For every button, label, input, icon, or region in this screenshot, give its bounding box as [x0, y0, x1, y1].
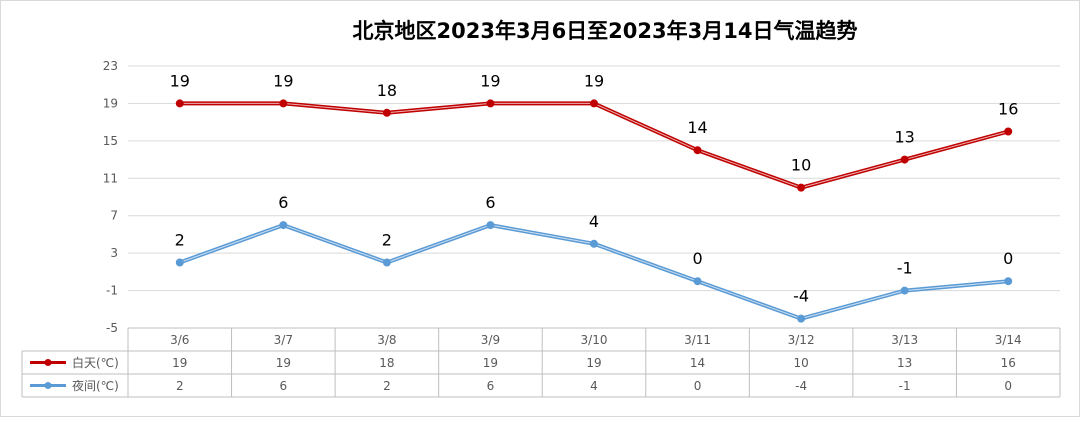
- x-tick-label: 3/13: [891, 333, 918, 347]
- data-label: 19: [273, 71, 293, 90]
- table-cell: 4: [590, 379, 598, 393]
- data-point: [175, 99, 184, 108]
- data-label: 2: [175, 231, 185, 250]
- table-cell: 0: [694, 379, 702, 393]
- legend-marker: [44, 359, 52, 366]
- x-tick-label: 3/8: [377, 333, 396, 347]
- table-cell: 10: [793, 356, 808, 370]
- data-label: 19: [170, 71, 190, 90]
- data-label: 6: [485, 193, 495, 212]
- data-label: 6: [278, 193, 288, 212]
- table-cell: 2: [176, 379, 184, 393]
- x-tick-label: 3/14: [995, 333, 1022, 347]
- table-cell: 14: [690, 356, 705, 370]
- table-cell: -1: [899, 379, 911, 393]
- legend-label: 白天(℃): [72, 355, 119, 370]
- data-point: [797, 183, 806, 192]
- y-tick-label: -5: [106, 321, 118, 335]
- y-tick-label: 15: [103, 134, 118, 148]
- table-cell: 6: [487, 379, 495, 393]
- data-point: [486, 99, 495, 108]
- data-point: [590, 99, 598, 108]
- data-labels: 19 19 18 19 19 14 10 13 16 2 6 2 6 4 0 -4 -1 0: [170, 71, 1019, 305]
- x-tick-label: 3/9: [481, 333, 500, 347]
- table-cell: 19: [172, 356, 187, 370]
- x-tick-label: 3/6: [170, 333, 189, 347]
- table-cell: 6: [280, 379, 288, 393]
- data-point: [1004, 127, 1013, 136]
- data-label: 2: [382, 231, 392, 250]
- data-label: 13: [894, 128, 914, 147]
- y-tick-label: 23: [103, 59, 118, 73]
- data-label: 4: [589, 212, 599, 231]
- y-tick-label: -1: [106, 284, 118, 298]
- series-lines: [175, 99, 1013, 323]
- table-cell: 19: [483, 356, 498, 370]
- chart-title: 北京地区2023年3月6日至2023年3月14日气温趋势: [353, 19, 858, 43]
- y-tick-label: 7: [110, 209, 118, 223]
- y-tick-label: 11: [103, 171, 118, 185]
- data-point: [590, 239, 598, 248]
- data-point: [279, 99, 288, 108]
- table-cell: -4: [795, 379, 807, 393]
- data-label: -1: [897, 259, 913, 278]
- data-point: [900, 155, 909, 164]
- data-label: 14: [687, 118, 707, 137]
- table-cell: 19: [276, 356, 291, 370]
- table-cell: 13: [897, 356, 912, 370]
- data-label: 19: [584, 71, 604, 90]
- data-label: 10: [791, 156, 811, 175]
- y-tick-label: 19: [103, 96, 118, 110]
- data-label: -4: [793, 287, 809, 306]
- data-label: 16: [998, 100, 1018, 119]
- x-tick-label: 3/7: [274, 333, 293, 347]
- y-tick-label: 3: [110, 246, 118, 260]
- table-cell: 16: [1001, 356, 1016, 370]
- data-point: [486, 221, 495, 230]
- data-point: [797, 314, 806, 323]
- x-tick-label: 3/10: [581, 333, 608, 347]
- legend-marker: [44, 382, 52, 389]
- data-point: [693, 277, 702, 286]
- data-point: [279, 221, 288, 230]
- table-cell: 2: [383, 379, 391, 393]
- data-point: [693, 146, 702, 155]
- data-label: 0: [1003, 249, 1013, 268]
- table-cell: 19: [586, 356, 601, 370]
- data-label: 0: [692, 249, 702, 268]
- data-table: 3/6 3/7 3/8 3/9 3/10 3/11 3/12 3/13 3/14 白天(℃) 19 1…: [21, 327, 1061, 398]
- legend-label: 夜间(℃): [72, 378, 119, 393]
- data-label: 18: [377, 81, 397, 100]
- data-point: [175, 258, 184, 267]
- data-point: [382, 258, 391, 267]
- y-axis: 23 19 15 11 7 3 -1 -5: [103, 59, 118, 335]
- x-tick-label: 3/12: [788, 333, 815, 347]
- table-cell: 18: [379, 356, 394, 370]
- table-cell: 0: [1004, 379, 1012, 393]
- data-label: 19: [480, 71, 500, 90]
- data-point: [1004, 277, 1013, 286]
- data-point: [382, 108, 391, 117]
- data-point: [900, 286, 909, 295]
- x-tick-label: 3/11: [684, 333, 711, 347]
